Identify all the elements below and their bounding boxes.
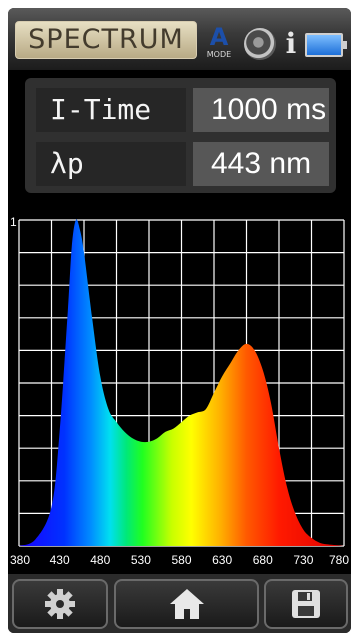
x-tick-label: 480 [90, 553, 110, 567]
device-screen: SPECTRUM A MODE i I-Time 1000 ms λp 443 … [8, 8, 351, 633]
settings-button[interactable] [12, 579, 108, 629]
top-bar: SPECTRUM A MODE i [8, 8, 351, 70]
home-button[interactable] [114, 579, 259, 629]
integration-time-value[interactable]: 1000 ms [193, 88, 329, 132]
x-tick-label: 680 [253, 553, 273, 567]
x-tick-label: 430 [50, 553, 70, 567]
mode-button[interactable]: A MODE [204, 24, 234, 64]
home-icon [169, 589, 204, 619]
camera-icon[interactable] [244, 28, 276, 60]
spectrum-chart: 1 380 430 480 530 580 630 680 730 780 [10, 215, 349, 567]
integration-time-label: I-Time [36, 88, 186, 132]
bottom-toolbar [8, 574, 351, 633]
battery-icon [305, 33, 347, 57]
x-tick-label: 780 [329, 553, 349, 567]
x-tick-label: 380 [10, 553, 30, 567]
app-title: SPECTRUM [15, 21, 197, 59]
info-icon[interactable]: i [285, 27, 297, 60]
x-axis-ticks: 380 430 480 530 580 630 680 730 780 [10, 553, 349, 567]
x-tick-label: 580 [171, 553, 191, 567]
x-tick-label: 730 [293, 553, 313, 567]
readings-panel: I-Time 1000 ms λp 443 nm [25, 78, 336, 193]
peak-wavelength-label: λp [36, 142, 186, 186]
gear-icon [45, 589, 75, 619]
save-button[interactable] [264, 579, 348, 629]
y-axis-max-label: 1 [10, 215, 17, 229]
floppy-disk-icon [292, 590, 320, 618]
x-tick-label: 530 [131, 553, 151, 567]
x-tick-label: 630 [212, 553, 232, 567]
mode-letter: A [209, 23, 229, 51]
mode-label: MODE [206, 50, 232, 59]
peak-wavelength-value: 443 nm [193, 142, 329, 186]
spectrum-area [19, 219, 344, 546]
